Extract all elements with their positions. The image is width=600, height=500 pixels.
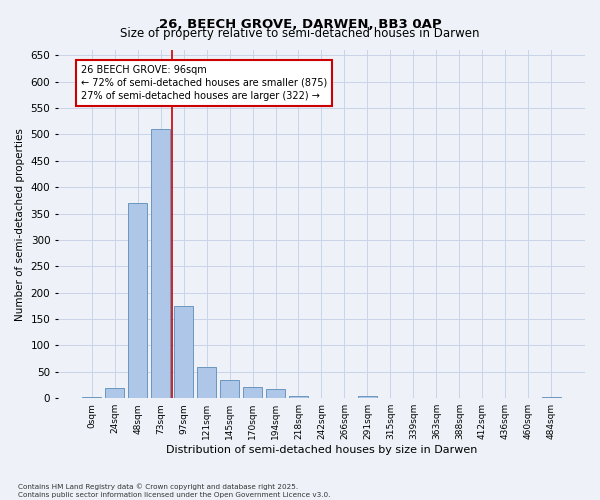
Text: 26 BEECH GROVE: 96sqm
← 72% of semi-detached houses are smaller (875)
27% of sem: 26 BEECH GROVE: 96sqm ← 72% of semi-deta…	[82, 65, 328, 101]
Bar	[220, 380, 239, 398]
Bar	[243, 386, 262, 398]
Text: 26, BEECH GROVE, DARWEN, BB3 0AP: 26, BEECH GROVE, DARWEN, BB3 0AP	[158, 18, 442, 30]
Bar	[358, 396, 377, 398]
Bar	[128, 203, 148, 398]
Bar	[266, 388, 285, 398]
Bar	[82, 397, 101, 398]
Bar	[105, 388, 124, 398]
Bar	[151, 129, 170, 398]
Bar	[174, 306, 193, 398]
Text: Contains HM Land Registry data © Crown copyright and database right 2025.
Contai: Contains HM Land Registry data © Crown c…	[18, 484, 331, 498]
Bar	[289, 396, 308, 398]
Text: Size of property relative to semi-detached houses in Darwen: Size of property relative to semi-detach…	[120, 28, 480, 40]
Bar	[542, 396, 561, 398]
X-axis label: Distribution of semi-detached houses by size in Darwen: Distribution of semi-detached houses by …	[166, 445, 477, 455]
Bar	[197, 366, 217, 398]
Y-axis label: Number of semi-detached properties: Number of semi-detached properties	[15, 128, 25, 320]
